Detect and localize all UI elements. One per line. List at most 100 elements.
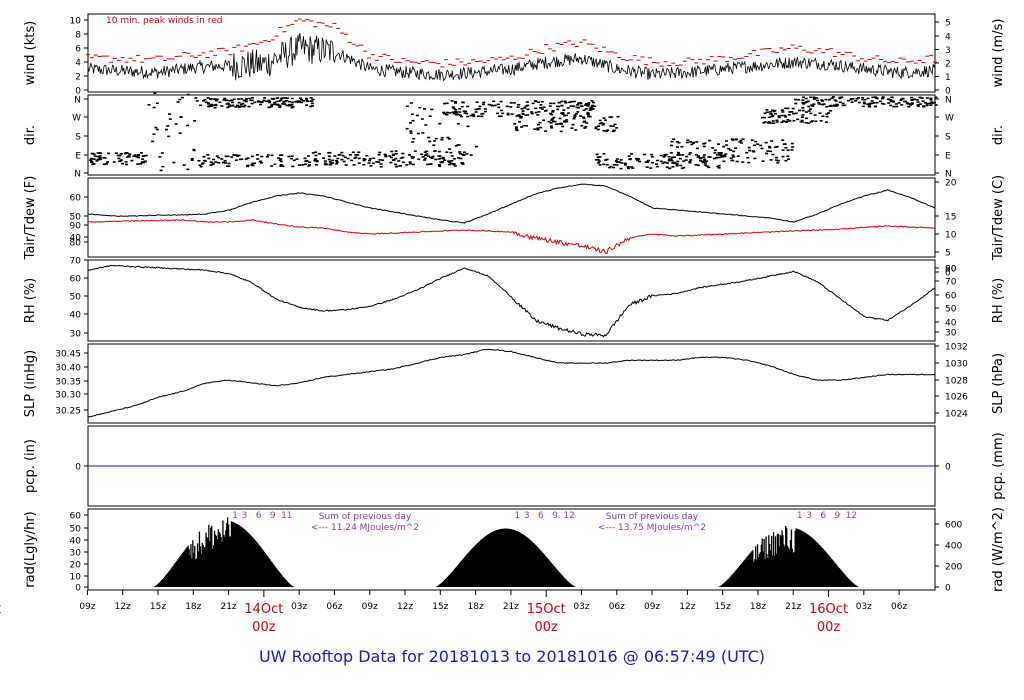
rad-ytick-20: 20: [70, 561, 82, 571]
dir-mark: [588, 107, 592, 109]
solar-bar-day3: [812, 538, 814, 587]
dir-mark: [694, 163, 698, 166]
solar-bar-day3: [770, 550, 772, 587]
dir-mark: [510, 113, 514, 115]
solar-bar-day1: [235, 523, 237, 587]
slp-ytick-30.45: 30.45: [55, 350, 81, 360]
solar-bar-day1: [237, 524, 239, 587]
dir-mark: [522, 124, 526, 127]
solar-bar-day3: [759, 552, 761, 587]
solar-bar-day3: [729, 576, 731, 587]
dir-mark: [587, 113, 591, 116]
dir-mark: [423, 157, 427, 160]
temp-ytick-40: 40: [70, 234, 82, 244]
dir-mark: [308, 161, 312, 164]
dir-mark: [263, 97, 267, 99]
dir-mark: [236, 104, 240, 107]
dir-mark: [732, 156, 736, 158]
dir-mark: [431, 155, 435, 158]
dir-mark: [612, 129, 616, 132]
dir-mark: [810, 105, 814, 107]
time-tick-label: 12z: [679, 602, 695, 612]
dir-mark: [695, 147, 699, 150]
dir-mark: [348, 154, 352, 156]
time-tick-label: 15z: [432, 602, 448, 612]
dir-mark: [804, 121, 808, 124]
solar-bar-day1: [190, 544, 192, 587]
dir-mark: [669, 152, 673, 154]
dir-mark: [596, 128, 600, 131]
dir-mark: [214, 98, 218, 101]
solar-bar-day1: [174, 563, 176, 587]
dir-mark: [871, 96, 875, 99]
dir-mark: [499, 109, 503, 112]
dir-mark: [875, 101, 879, 104]
dir-mark: [275, 97, 279, 99]
dir-mark: [713, 149, 717, 152]
dir-mark: [423, 151, 427, 154]
dir-mark: [555, 105, 559, 108]
dir-mark: [413, 150, 417, 152]
dir-mark: [572, 100, 576, 103]
panel-frame-slp: [87, 343, 936, 424]
dir-mark: [676, 160, 680, 163]
dir-rtick-3: W: [945, 114, 954, 124]
dir-mark: [143, 160, 147, 162]
dir-mark: [207, 157, 211, 160]
solar-bar-day1: [164, 576, 166, 587]
solar-bar-day3: [823, 550, 825, 587]
dir-mark: [738, 141, 742, 143]
dir-mark: [698, 160, 702, 162]
dir-mark: [251, 164, 255, 167]
dir-mark: [243, 104, 247, 107]
dir-mark: [602, 123, 606, 125]
dir-mark: [771, 153, 775, 156]
dir-mark: [124, 161, 128, 163]
solar-bar-day3: [813, 539, 815, 587]
slp-line: [87, 348, 936, 418]
dir-mark: [841, 104, 845, 107]
dir-mark: [825, 115, 829, 118]
dir-mark: [910, 103, 914, 105]
dir-mark: [682, 166, 686, 169]
temp-ytick-50: 50: [70, 213, 82, 223]
dir-mark: [390, 150, 394, 153]
rh-ytick-50: 50: [70, 293, 82, 303]
rh-rtick-40: 40: [945, 319, 957, 329]
dir-mark: [828, 109, 832, 112]
wind-rtick-4: 4: [945, 33, 951, 43]
dir-mark: [333, 155, 337, 157]
solar-bar-day1: [228, 536, 231, 587]
dir-mark: [251, 97, 255, 99]
dir-mark: [830, 97, 834, 100]
solar-bar-day3: [778, 546, 780, 587]
solar-bar-day3: [829, 556, 831, 587]
solar-bar-day3: [772, 555, 774, 587]
dir-mark: [897, 102, 901, 104]
dir-mark: [408, 122, 412, 124]
dir-mark: [847, 99, 851, 102]
dir-mark: [410, 157, 414, 159]
dir-mark: [519, 117, 523, 119]
dir-mark: [776, 159, 780, 162]
dir-mark: [573, 114, 577, 116]
solar-bar-day1: [160, 581, 162, 587]
dir-mark: [426, 155, 430, 157]
dir-mark: [770, 140, 774, 142]
ylabel-right-temp: Tair/Tdew (C): [991, 175, 1006, 261]
dir-ytick-3: W: [72, 114, 81, 124]
dir-mark: [555, 123, 559, 125]
dir-mark: [539, 106, 543, 109]
dir-mark: [147, 104, 151, 106]
solar-bar-day1: [225, 530, 227, 587]
solar-bar-day1: [260, 548, 263, 587]
dir-mark: [209, 161, 213, 163]
dir-mark: [565, 119, 569, 121]
dir-mark: [130, 159, 134, 162]
ylabel-right-rh: RH (%): [991, 278, 1006, 323]
dir-mark: [314, 154, 318, 157]
dir-mark: [155, 128, 159, 131]
dir-mark: [752, 150, 756, 153]
dir-mark: [934, 96, 938, 99]
